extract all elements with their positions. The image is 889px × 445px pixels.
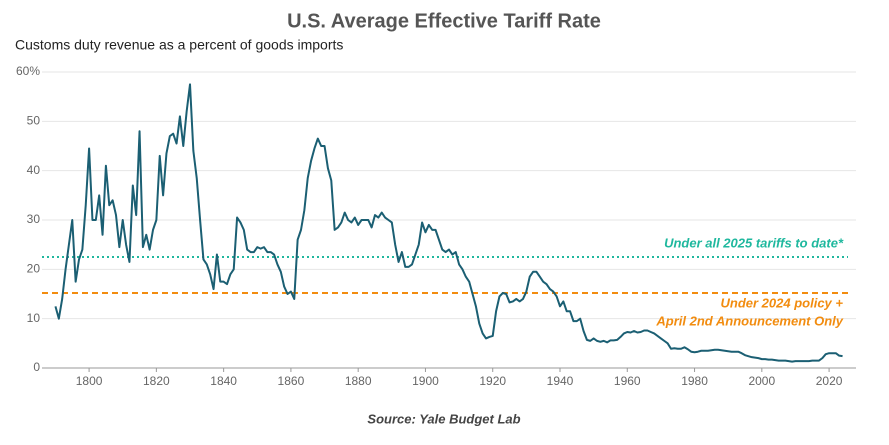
x-tick-label: 1880: [345, 374, 372, 388]
chart-subtitle: Customs duty revenue as a percent of goo…: [15, 37, 343, 53]
data-line: [54, 83, 843, 363]
x-tick-label: 1860: [278, 374, 305, 388]
y-tick-label: 10: [27, 311, 41, 325]
x-tick-label: 1840: [210, 374, 237, 388]
x-tick-label: 2020: [816, 374, 843, 388]
x-tick-label: 1820: [143, 374, 170, 388]
y-tick-label: 50: [27, 114, 41, 128]
y-tick-label: 20: [27, 262, 41, 276]
y-tick-label: 0: [33, 360, 40, 374]
chart-title: U.S. Average Effective Tariff Rate: [287, 10, 601, 32]
y-tick-label: 60%: [16, 64, 40, 78]
reference-label: April 2nd Announcement Only: [655, 313, 843, 328]
y-tick-label: 40: [27, 163, 41, 177]
x-tick-label: 1940: [547, 374, 574, 388]
y-tick-label: 30: [27, 212, 41, 226]
x-tick-label: 1980: [681, 374, 708, 388]
reference-label: Under all 2025 tariffs to date*: [664, 235, 844, 250]
x-tick-label: 1920: [479, 374, 506, 388]
x-tick-label: 1800: [76, 374, 103, 388]
x-tick-label: 2000: [748, 374, 775, 388]
x-tick-label: 1900: [412, 374, 439, 388]
reference-label: Under 2024 policy +: [721, 295, 844, 310]
source: Source: Yale Budget Lab: [367, 411, 520, 426]
x-tick-label: 1960: [614, 374, 641, 388]
